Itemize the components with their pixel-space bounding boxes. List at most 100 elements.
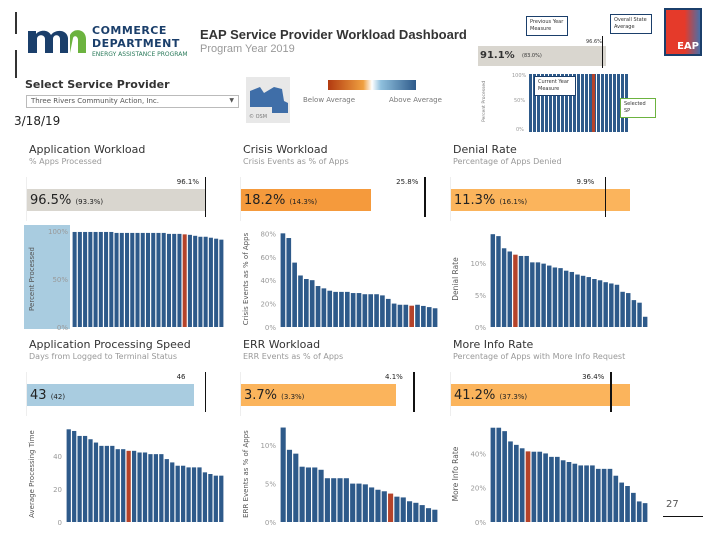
provider-bar[interactable] — [213, 475, 218, 522]
provider-bar[interactable] — [321, 288, 327, 327]
kpi-area[interactable]: 96.5% (93.3%) 96.1% — [26, 177, 226, 221]
provider-bar[interactable] — [99, 445, 104, 522]
provider-bar[interactable] — [142, 452, 148, 522]
kpi-bar[interactable] — [451, 189, 631, 211]
provider-bar[interactable] — [519, 448, 525, 522]
provider-bar[interactable] — [356, 293, 362, 327]
provider-bar[interactable] — [619, 482, 624, 522]
provider-bar[interactable] — [432, 509, 438, 522]
provider-bar[interactable] — [88, 439, 93, 522]
provider-bar[interactable] — [164, 459, 169, 522]
provider-map[interactable]: © OSM — [246, 77, 290, 123]
provider-bar[interactable] — [572, 463, 578, 522]
provider-dropdown[interactable]: Three Rivers Community Action, Inc. ▼ — [26, 95, 239, 108]
provider-bar[interactable] — [137, 452, 142, 522]
selected-provider-bar[interactable] — [182, 234, 187, 327]
provider-bar[interactable] — [549, 456, 554, 522]
provider-bar[interactable] — [93, 442, 99, 522]
provider-bar[interactable] — [501, 248, 507, 327]
provider-bar[interactable] — [208, 474, 213, 522]
provider-bar[interactable] — [413, 502, 419, 522]
provider-bar[interactable] — [362, 484, 368, 522]
provider-bar[interactable] — [292, 262, 297, 327]
provider-bar[interactable] — [637, 302, 642, 327]
provider-bar[interactable] — [121, 449, 126, 522]
provider-bar[interactable] — [148, 454, 153, 522]
provider-bar[interactable] — [609, 283, 614, 327]
provider-bar[interactable] — [109, 231, 114, 327]
provider-bar[interactable] — [636, 501, 642, 522]
provider-bar[interactable] — [280, 427, 286, 522]
kpi-bar[interactable] — [241, 384, 397, 406]
selected-provider-bar[interactable] — [525, 451, 531, 522]
provider-bar[interactable] — [569, 271, 575, 327]
provider-bar[interactable] — [419, 505, 425, 522]
provider-bar[interactable] — [381, 491, 387, 522]
provider-bar[interactable] — [198, 236, 203, 327]
provider-bar[interactable] — [77, 231, 82, 327]
provider-bar[interactable] — [197, 467, 202, 522]
provider-bar[interactable] — [375, 489, 381, 522]
provider-bar[interactable] — [502, 431, 507, 522]
provider-bar[interactable] — [145, 232, 151, 327]
provider-bar[interactable] — [350, 293, 356, 327]
kpi-area[interactable]: 43 (42) 46 — [26, 372, 226, 416]
provider-bar[interactable] — [119, 232, 124, 327]
provider-bar[interactable] — [293, 453, 299, 522]
provider-bar[interactable] — [98, 231, 103, 327]
provider-bar[interactable] — [642, 503, 648, 522]
provider-bar[interactable] — [312, 467, 318, 522]
provider-bar[interactable] — [66, 429, 71, 522]
provider-bar[interactable] — [280, 233, 286, 327]
kpi-area[interactable]: 18.2% (14.3%) 25.8% — [240, 177, 440, 221]
provider-bar[interactable] — [72, 430, 77, 522]
provider-bar[interactable] — [344, 291, 350, 327]
provider-bar[interactable] — [193, 235, 198, 327]
provider-bar[interactable] — [590, 465, 595, 522]
provider-bar[interactable] — [350, 483, 356, 522]
provider-bar[interactable] — [186, 467, 191, 522]
provider-bar[interactable] — [397, 304, 403, 327]
provider-bar[interactable] — [318, 469, 324, 522]
provider-bar[interactable] — [88, 231, 93, 327]
provider-bar[interactable] — [631, 300, 637, 327]
provider-bar[interactable] — [507, 251, 512, 327]
provider-bar[interactable] — [203, 236, 208, 327]
provider-bar[interactable] — [425, 508, 432, 522]
provider-bar[interactable] — [151, 232, 156, 327]
provider-bar[interactable] — [552, 267, 558, 327]
provider-bar[interactable] — [219, 239, 224, 327]
provider-bar[interactable] — [72, 231, 77, 327]
selected-provider-bar[interactable] — [388, 493, 394, 522]
provider-bar[interactable] — [595, 468, 601, 522]
provider-bar[interactable] — [601, 468, 607, 522]
provider-bar[interactable] — [391, 303, 397, 327]
kpi-bar[interactable] — [27, 189, 206, 211]
provider-bar[interactable] — [541, 263, 546, 327]
provider-bar[interactable] — [170, 462, 175, 522]
provider-bar[interactable] — [104, 445, 109, 522]
provider-bar[interactable] — [362, 294, 368, 327]
kpi-bar[interactable] — [27, 384, 194, 406]
provider-bar[interactable] — [327, 290, 333, 327]
provider-bar[interactable] — [403, 304, 409, 327]
provider-bar[interactable] — [298, 275, 303, 327]
provider-bar[interactable] — [187, 234, 192, 327]
provider-bar[interactable] — [592, 279, 597, 327]
kpi-bar[interactable] — [451, 384, 631, 406]
provider-bar[interactable] — [77, 435, 82, 522]
provider-bar[interactable] — [172, 233, 177, 327]
provider-bar[interactable] — [613, 475, 619, 522]
provider-bar[interactable] — [508, 441, 513, 522]
provider-bar[interactable] — [543, 453, 548, 522]
provider-bar[interactable] — [426, 307, 432, 327]
kpi-bar[interactable] — [241, 189, 371, 211]
provider-bar[interactable] — [339, 291, 344, 327]
provider-bar[interactable] — [563, 270, 569, 327]
provider-bar[interactable] — [333, 291, 338, 327]
provider-bar[interactable] — [337, 478, 343, 522]
provider-bar[interactable] — [309, 280, 315, 327]
provider-bar[interactable] — [175, 465, 180, 522]
provider-bar[interactable] — [603, 282, 608, 327]
provider-bar[interactable] — [93, 231, 98, 327]
